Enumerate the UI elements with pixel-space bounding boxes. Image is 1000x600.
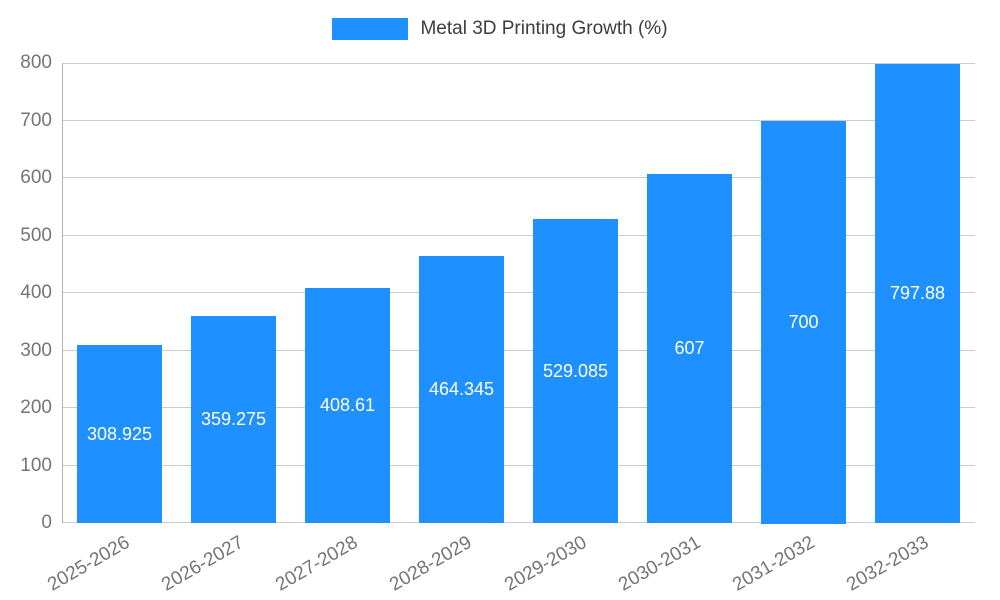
x-tick-label: 2028-2029 bbox=[386, 532, 476, 596]
y-tick-label: 200 bbox=[20, 397, 52, 418]
bar-value-label: 797.88 bbox=[889, 283, 946, 303]
x-tick-label: 2029-2030 bbox=[501, 532, 591, 596]
y-tick-label: 700 bbox=[20, 110, 52, 131]
gridline bbox=[62, 235, 975, 236]
x-tick-label: 2026-2027 bbox=[158, 532, 248, 596]
bar-value-label: 529.085 bbox=[542, 360, 609, 381]
bar-value-label: 607 bbox=[674, 338, 705, 358]
legend-swatch bbox=[332, 18, 409, 40]
bar-value-label: 359.275 bbox=[200, 409, 267, 429]
bar[interactable]: 607 bbox=[647, 174, 732, 523]
gridline bbox=[62, 120, 975, 121]
bar[interactable]: 359.275 bbox=[191, 316, 276, 523]
x-tick-label: 2032-2033 bbox=[843, 532, 933, 596]
y-tick-label: 0 bbox=[41, 512, 52, 533]
plot-area: 0 100 200 300 400 500 600 700 800 308.925 2025-202… bbox=[20, 52, 975, 596]
x-tick-label: 2025-2026 bbox=[44, 532, 134, 596]
bar-value-label: 464.345 bbox=[428, 379, 495, 399]
legend: Metal 3D Printing Growth (%) bbox=[0, 18, 1000, 40]
x-tick-label: 2031-2032 bbox=[729, 532, 819, 596]
y-tick-label: 300 bbox=[20, 340, 52, 361]
bar[interactable]: 464.345 bbox=[419, 256, 504, 523]
chart-title: Metal 3D Printing Growth (%) bbox=[420, 18, 668, 39]
bar-value-label: 408.61 bbox=[319, 395, 376, 415]
y-tick-label: 600 bbox=[20, 167, 52, 188]
gridline bbox=[62, 407, 975, 408]
gridline bbox=[62, 177, 975, 178]
x-tick-label: 2030-2031 bbox=[615, 532, 705, 596]
bar-value-label: 308.925 bbox=[86, 423, 153, 444]
y-axis-line bbox=[62, 63, 63, 523]
bar-value-label: 700 bbox=[788, 312, 819, 332]
y-tick-label: 100 bbox=[20, 455, 52, 476]
y-tick-label: 400 bbox=[20, 282, 52, 303]
bar[interactable]: 797.88 bbox=[875, 64, 960, 523]
gridline bbox=[62, 63, 975, 64]
gridline bbox=[62, 350, 975, 351]
bar[interactable]: 408.61 bbox=[305, 288, 390, 523]
y-tick-label: 500 bbox=[20, 225, 52, 246]
bar[interactable]: 308.925 bbox=[77, 345, 162, 523]
bar[interactable]: 529.085 bbox=[533, 219, 618, 523]
bar[interactable]: 700 bbox=[761, 121, 846, 524]
x-tick-label: 2027-2028 bbox=[272, 532, 362, 596]
gridline bbox=[62, 292, 975, 293]
gridline bbox=[62, 465, 975, 466]
y-tick-label: 800 bbox=[20, 52, 52, 73]
gridline bbox=[62, 522, 975, 523]
